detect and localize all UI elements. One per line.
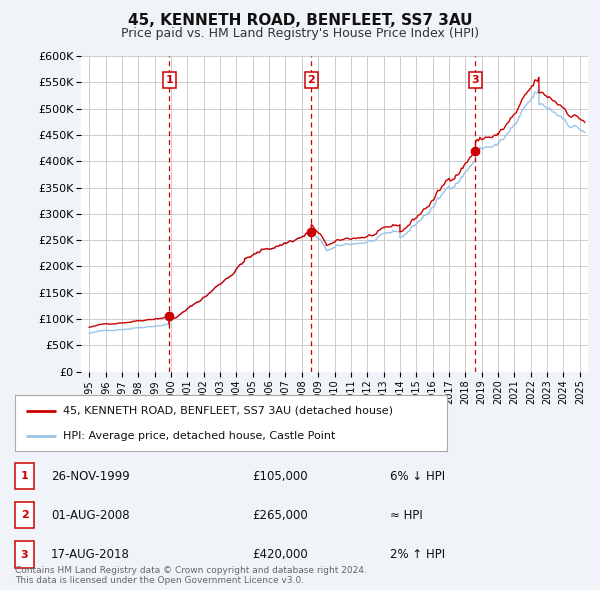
Text: 17-AUG-2018: 17-AUG-2018: [51, 548, 130, 561]
Text: 01-AUG-2008: 01-AUG-2008: [51, 509, 130, 522]
Text: £420,000: £420,000: [252, 548, 308, 561]
Text: ≈ HPI: ≈ HPI: [390, 509, 423, 522]
Text: £265,000: £265,000: [252, 509, 308, 522]
Text: £105,000: £105,000: [252, 470, 308, 483]
Text: Contains HM Land Registry data © Crown copyright and database right 2024.
This d: Contains HM Land Registry data © Crown c…: [15, 566, 367, 585]
Text: 45, KENNETH ROAD, BENFLEET, SS7 3AU: 45, KENNETH ROAD, BENFLEET, SS7 3AU: [128, 13, 472, 28]
Text: 3: 3: [472, 75, 479, 85]
Text: 2: 2: [21, 510, 28, 520]
Text: 26-NOV-1999: 26-NOV-1999: [51, 470, 130, 483]
Text: 2: 2: [307, 75, 315, 85]
Text: 2% ↑ HPI: 2% ↑ HPI: [390, 548, 445, 561]
Text: 1: 1: [21, 471, 28, 481]
Text: Price paid vs. HM Land Registry's House Price Index (HPI): Price paid vs. HM Land Registry's House …: [121, 27, 479, 40]
Text: 45, KENNETH ROAD, BENFLEET, SS7 3AU (detached house): 45, KENNETH ROAD, BENFLEET, SS7 3AU (det…: [62, 406, 392, 416]
Text: HPI: Average price, detached house, Castle Point: HPI: Average price, detached house, Cast…: [62, 431, 335, 441]
Text: 1: 1: [166, 75, 173, 85]
Text: 3: 3: [21, 550, 28, 559]
Text: 6% ↓ HPI: 6% ↓ HPI: [390, 470, 445, 483]
